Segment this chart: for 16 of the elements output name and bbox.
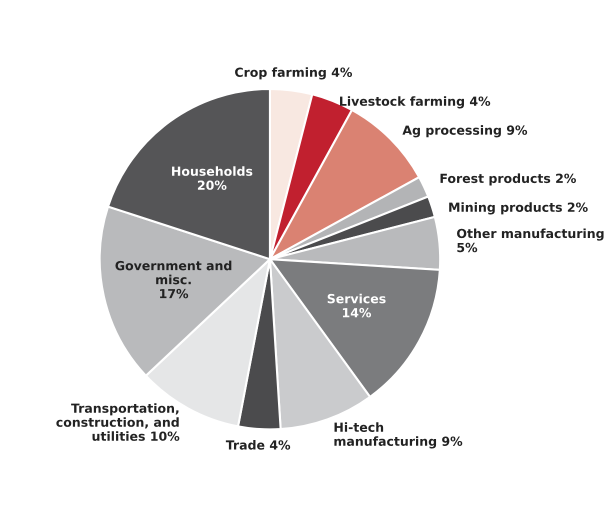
- slice-label: Crop farming 4%: [235, 67, 352, 80]
- slice-label: Mining products 2%: [449, 202, 588, 214]
- slice-label: Other manufacturing: [457, 228, 604, 241]
- slice-label: Households: [172, 166, 252, 176]
- slice-label: Ag processing 9%: [402, 125, 528, 138]
- slice-label: Transportation, construction, and utilities 10%: [56, 403, 180, 441]
- slice-label: Hi-tech manufacturing 9%: [334, 422, 462, 448]
- slice-label: Services: [328, 294, 386, 304]
- slice-label: Trade 4%: [226, 440, 290, 450]
- slice-label: Government and misc.: [115, 260, 232, 284]
- slice-label: Livestock farming 4%: [340, 96, 490, 108]
- data-label: 20%: [198, 180, 226, 190]
- data-label: 17%: [160, 288, 188, 298]
- data-label: 5%: [457, 242, 478, 252]
- data-label: 14%: [342, 308, 372, 318]
- slice-label: Forest products 2%: [440, 173, 576, 186]
